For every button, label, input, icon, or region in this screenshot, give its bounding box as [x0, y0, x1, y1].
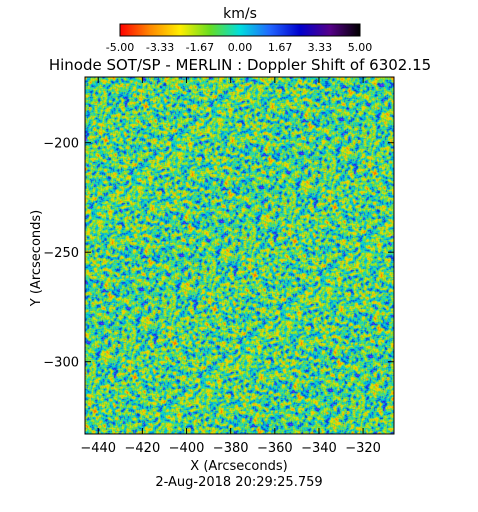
colorbar-tick-label: -3.33 — [146, 41, 174, 54]
timestamp: 2-Aug-2018 20:29:25.759 — [155, 475, 322, 490]
colorbar-ticks: -5.00 -3.33 -1.67 0.00 1.67 3.33 5.00 — [106, 41, 372, 54]
x-tick-label: −320 — [345, 441, 381, 456]
x-axis-label: X (Arcseconds) — [190, 459, 287, 474]
colorbar-tick-label: 0.00 — [228, 41, 253, 54]
x-tick-label: −420 — [125, 441, 161, 456]
x-tick-label: −340 — [301, 441, 337, 456]
x-tick-label: −360 — [257, 441, 293, 456]
colorbar-tick-label: -5.00 — [106, 41, 134, 54]
doppler-map — [85, 77, 394, 434]
x-tick-label: −440 — [80, 441, 116, 456]
x-axis-ticks: −440 −420 −400 −380 −360 −340 −320 — [80, 77, 381, 456]
colorbar-tick-label: 1.67 — [268, 41, 293, 54]
colorbar-unit-label: km/s — [223, 6, 257, 22]
colorbar — [119, 23, 361, 37]
y-tick-label: −200 — [43, 137, 79, 152]
colorbar-tick-label: 3.33 — [308, 41, 333, 54]
colorbar-tick-label: 5.00 — [348, 41, 373, 54]
x-tick-label: −380 — [213, 441, 249, 456]
x-tick-label: −400 — [169, 441, 205, 456]
y-axis-ticks: −200 −250 −300 — [43, 137, 394, 371]
colorbar-tick-label: -1.67 — [186, 41, 214, 54]
y-axis-label: Y (Arcseconds) — [29, 210, 44, 307]
y-tick-label: −300 — [43, 356, 79, 371]
y-tick-label: −250 — [43, 246, 79, 261]
plot-frame — [84, 76, 395, 435]
chart-title: Hinode SOT/SP - MERLIN : Doppler Shift o… — [49, 56, 431, 74]
